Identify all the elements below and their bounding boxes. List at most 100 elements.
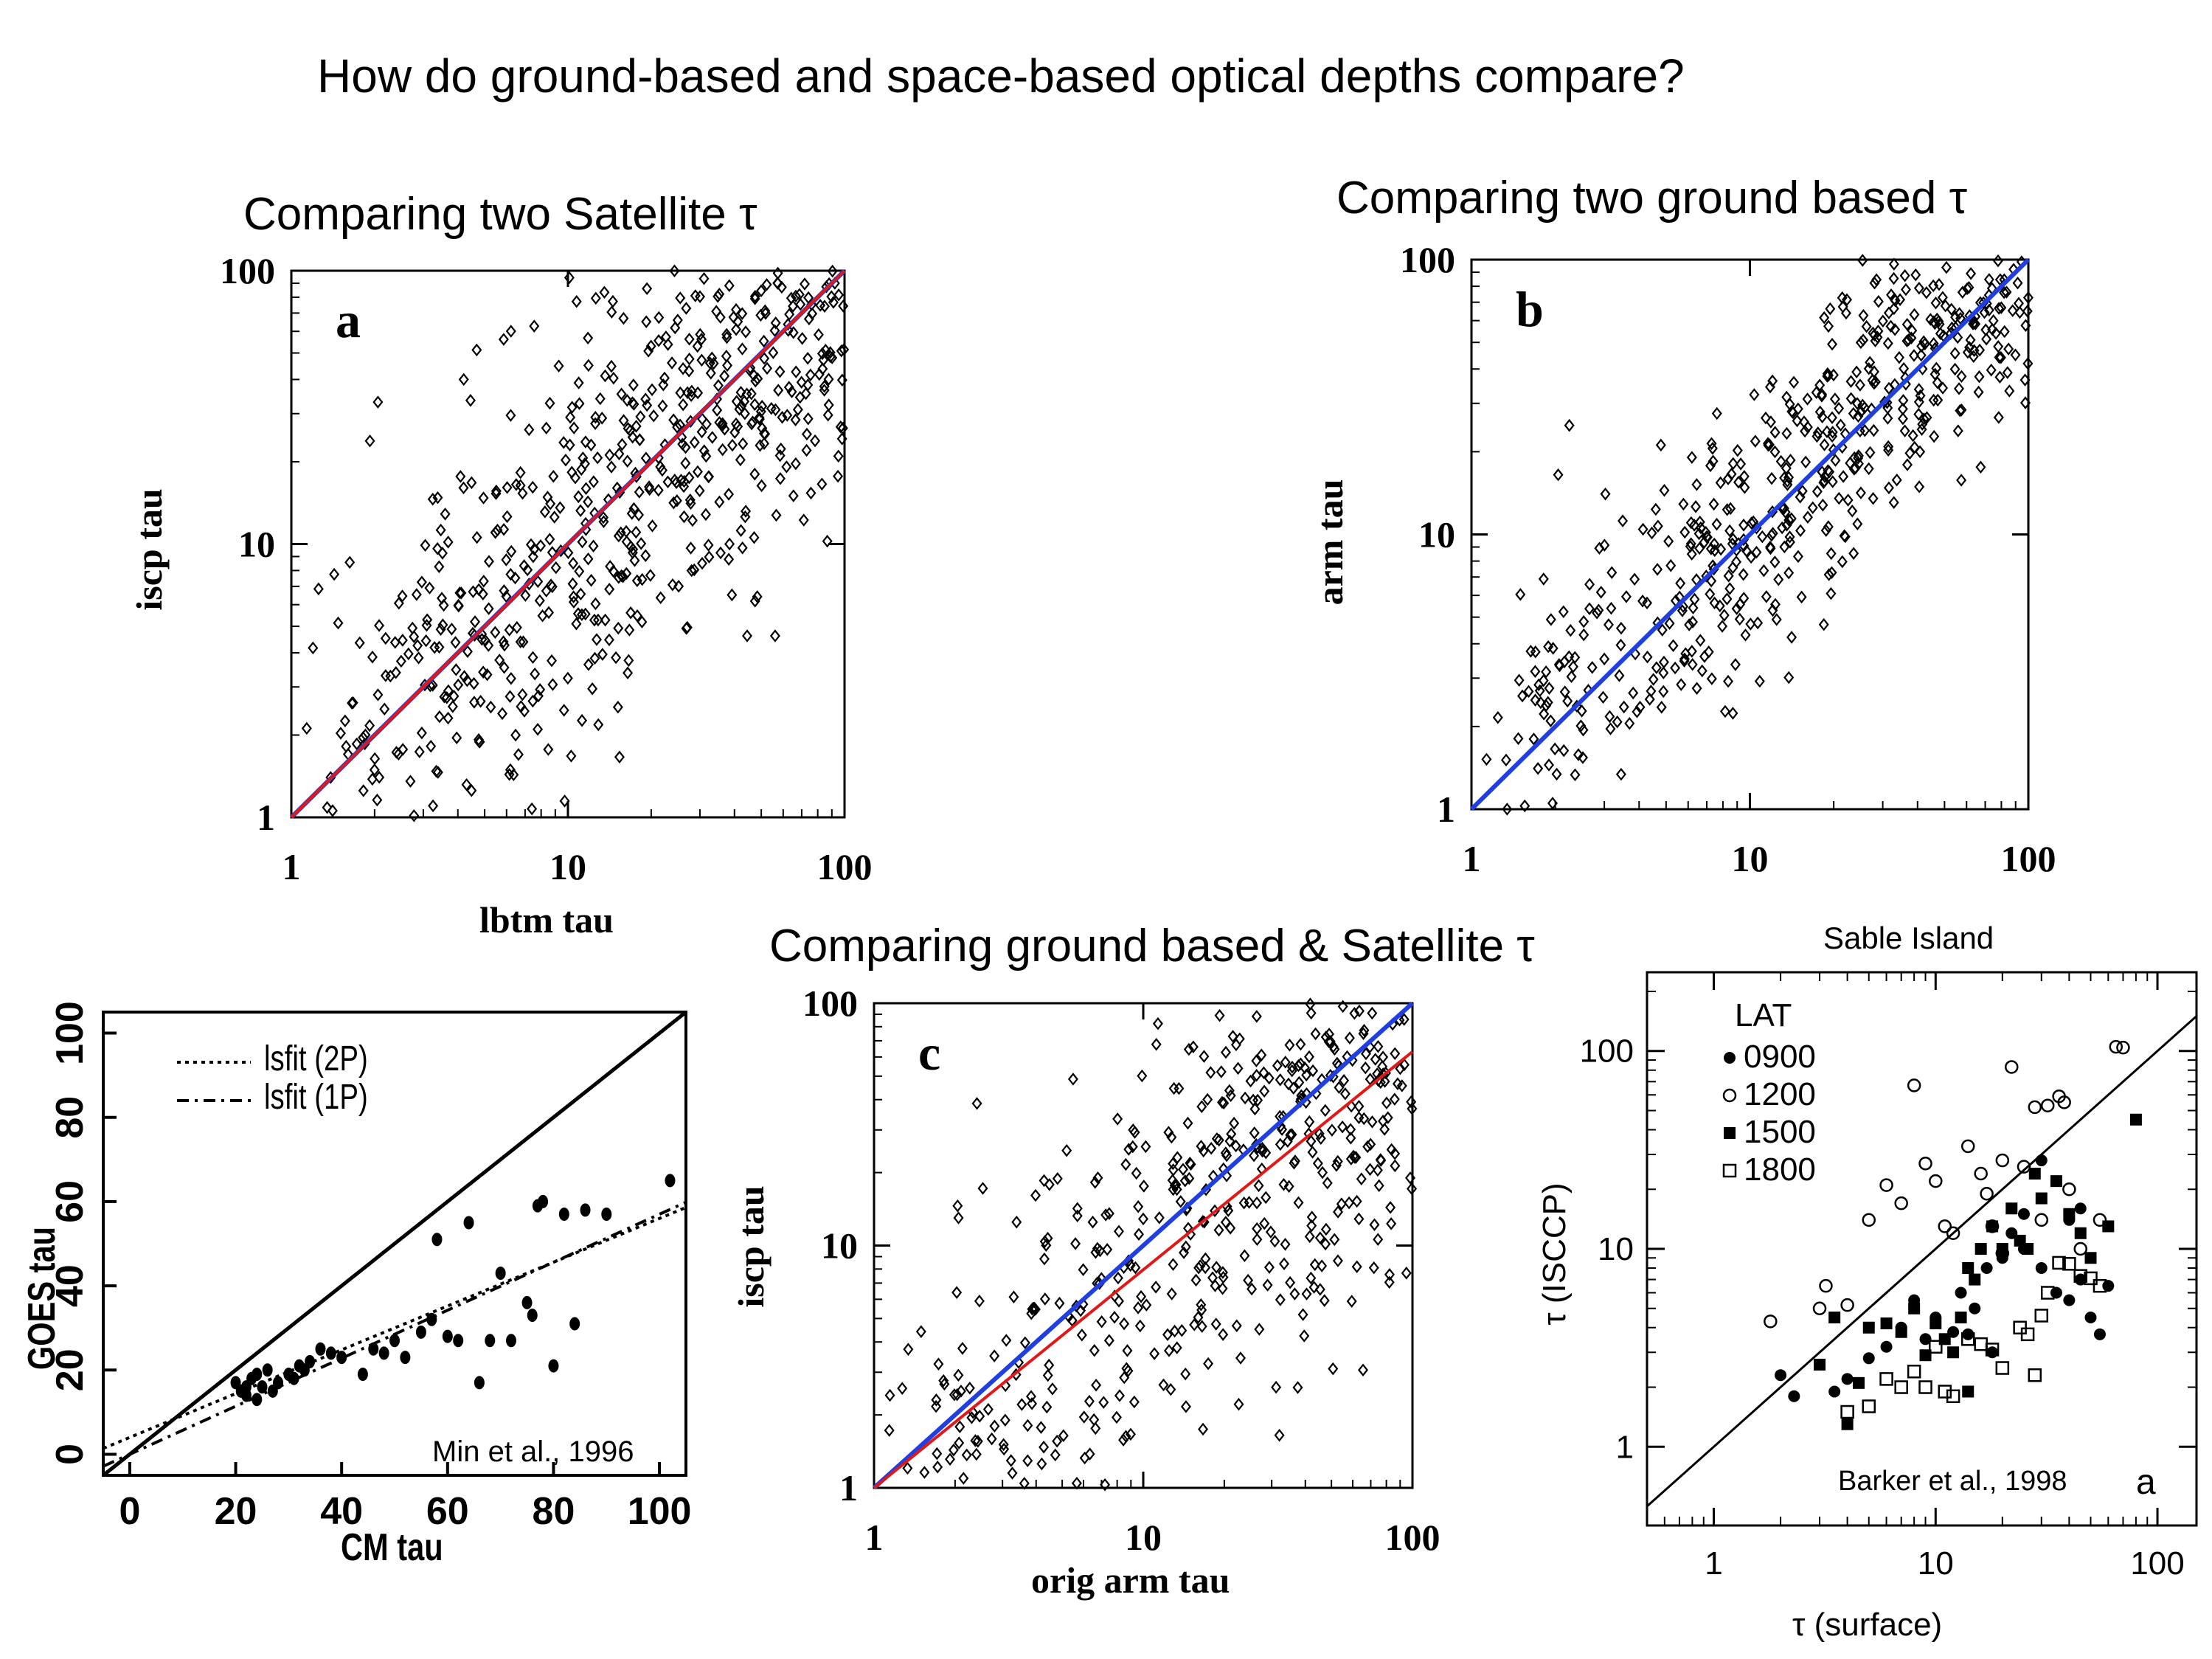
data-point	[1765, 541, 1776, 555]
data-point	[1778, 502, 1789, 515]
data-point	[1882, 412, 1893, 425]
data-point	[1016, 1398, 1027, 1411]
data-point	[1326, 1123, 1337, 1137]
data-point	[462, 673, 473, 688]
data-point	[1251, 1054, 1262, 1067]
data-point	[1407, 1182, 1418, 1196]
data-point	[755, 439, 766, 452]
data-point	[428, 799, 439, 813]
data-point	[770, 316, 781, 330]
data-point	[390, 665, 401, 679]
data-point	[1089, 1413, 1100, 1427]
data-point	[612, 700, 623, 714]
data-point	[678, 398, 689, 412]
data-point	[1786, 512, 1797, 525]
data-point	[569, 421, 580, 434]
data-point	[1235, 1351, 1247, 1365]
data-point	[478, 491, 489, 505]
data-point	[412, 639, 423, 652]
data-point	[805, 486, 817, 500]
data-point	[982, 1402, 994, 1416]
data-point	[1282, 1135, 1293, 1148]
data-point	[835, 420, 846, 434]
data-point	[1130, 1261, 1141, 1275]
data-point	[1940, 299, 1951, 313]
data-point	[1842, 293, 1853, 307]
data-point	[1072, 1209, 1083, 1223]
data-point	[608, 371, 619, 385]
data-point	[1530, 665, 1541, 678]
data-point	[695, 328, 706, 342]
data-point	[624, 623, 635, 637]
data-point	[1261, 1146, 1272, 1160]
data-point	[1899, 361, 1910, 375]
data-point	[692, 465, 703, 479]
data-point	[420, 538, 431, 553]
data-point	[490, 487, 502, 500]
data-point	[989, 1349, 1000, 1362]
data-point	[732, 420, 743, 434]
data-point	[2004, 384, 2015, 398]
data-point	[1320, 1104, 1331, 1118]
sable-point-1500	[1919, 1349, 1932, 1362]
goes-citation: Min et al., 1996	[432, 1435, 634, 1468]
data-point	[711, 305, 722, 318]
data-point	[1172, 1151, 1183, 1164]
data-point	[1694, 541, 1705, 555]
data-point	[1025, 1390, 1036, 1403]
data-point	[1802, 510, 1813, 524]
data-point	[1220, 1146, 1231, 1160]
data-point	[1304, 1115, 1315, 1129]
data-point	[836, 344, 847, 358]
data-point	[1818, 476, 1829, 489]
data-point	[1176, 1323, 1188, 1337]
sable-point-1500	[1962, 1261, 1974, 1274]
data-point	[1333, 1205, 1344, 1219]
data-point	[1492, 710, 1503, 724]
data-point	[1995, 350, 2006, 364]
data-point	[1103, 1334, 1114, 1347]
data-point	[1406, 1095, 1417, 1109]
goes-data-point	[288, 1371, 299, 1385]
data-point	[631, 420, 642, 433]
data-point	[1168, 1182, 1179, 1196]
data-point	[1030, 1303, 1041, 1316]
data-point	[1979, 305, 1990, 319]
data-point	[1329, 1233, 1340, 1247]
data-point	[1269, 1234, 1280, 1248]
data-point	[1901, 334, 1913, 347]
data-point	[1722, 592, 1733, 606]
data-point	[614, 750, 625, 764]
data-point	[1382, 1111, 1393, 1124]
data-point	[640, 451, 651, 465]
data-point	[1967, 317, 1978, 330]
data-point	[637, 572, 648, 586]
data-point	[1933, 277, 1944, 291]
data-point	[1078, 1263, 1089, 1276]
data-point	[1044, 1358, 1055, 1372]
data-point	[1515, 588, 1526, 601]
data-point	[755, 308, 766, 322]
data-point	[932, 1461, 943, 1474]
data-point	[800, 387, 811, 401]
data-point	[1577, 751, 1589, 764]
data-point	[966, 1411, 977, 1424]
goes-data-point	[558, 1208, 569, 1222]
data-point	[1543, 758, 1555, 772]
data-point	[1606, 601, 1617, 615]
data-point	[573, 490, 584, 504]
data-point	[756, 479, 767, 493]
data-point	[1781, 426, 1792, 440]
x-tick-label: 10	[549, 846, 586, 887]
data-point	[1182, 1116, 1193, 1130]
data-point	[1966, 267, 1977, 280]
data-point	[1731, 602, 1742, 615]
data-point	[432, 541, 443, 555]
data-point	[1999, 285, 2010, 299]
data-point	[1955, 404, 1966, 418]
data-point	[1702, 530, 1713, 544]
sable-point-1200	[1764, 1315, 1778, 1329]
data-point	[932, 1447, 943, 1461]
data-point	[1353, 1212, 1365, 1226]
data-point	[1306, 1271, 1317, 1285]
